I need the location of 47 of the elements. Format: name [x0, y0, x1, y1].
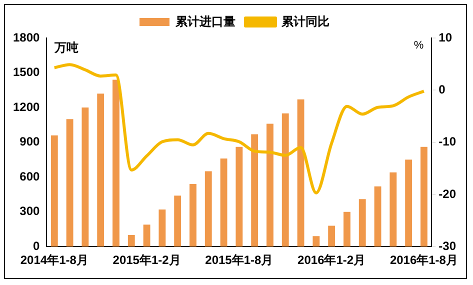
bar [190, 184, 196, 247]
y2-tick-label: -20 [438, 186, 456, 201]
bar [204, 171, 212, 247]
x-tick-label: 2016年1-2月 [298, 253, 366, 268]
bar [174, 196, 182, 247]
legend-label: 累计进口量 [174, 14, 236, 28]
x-tick-label: 2015年1-2月 [112, 253, 181, 268]
bar [328, 226, 336, 247]
bar [374, 186, 382, 247]
bar [282, 113, 289, 247]
bar [344, 212, 350, 247]
x-tick-label: 2015年1-8月 [205, 253, 274, 268]
x-tick-label: 2014年1-8月 [20, 253, 88, 268]
y2-axis-title: % [414, 40, 424, 52]
bar [82, 108, 89, 247]
bar [220, 158, 228, 247]
y-axis-title: 万吨 [54, 40, 79, 54]
bar [128, 235, 135, 247]
y-tick-label: 1200 [12, 100, 40, 114]
y2-tick-label: 0 [438, 82, 446, 96]
bar [358, 199, 366, 247]
bar [50, 135, 58, 247]
y-tick-label: 600 [20, 169, 40, 184]
x-tick-label: 2016年1-8月 [390, 253, 458, 268]
line-series [52, 63, 426, 194]
legend-label: 累计同比 [280, 14, 330, 28]
y-tick-label: 1500 [12, 65, 40, 80]
y2-tick-label: 10 [438, 30, 452, 44]
bar [390, 172, 397, 247]
bar [312, 236, 320, 247]
bar [405, 160, 412, 247]
bar [158, 210, 166, 247]
bar [420, 146, 428, 247]
y-tick-label: 900 [20, 134, 40, 149]
bar [266, 124, 274, 247]
bar [236, 146, 243, 247]
bar [97, 94, 104, 247]
bar [112, 80, 120, 247]
bar [251, 134, 258, 247]
y2-tick-label: -30 [438, 238, 456, 253]
bar [66, 119, 74, 247]
y-tick-label: 300 [20, 204, 40, 218]
y-tick-label: 0 [33, 238, 40, 253]
y2-tick-label: -10 [438, 134, 456, 149]
bar [143, 224, 150, 247]
bar [297, 99, 304, 247]
y-tick-label: 1800 [12, 30, 40, 44]
